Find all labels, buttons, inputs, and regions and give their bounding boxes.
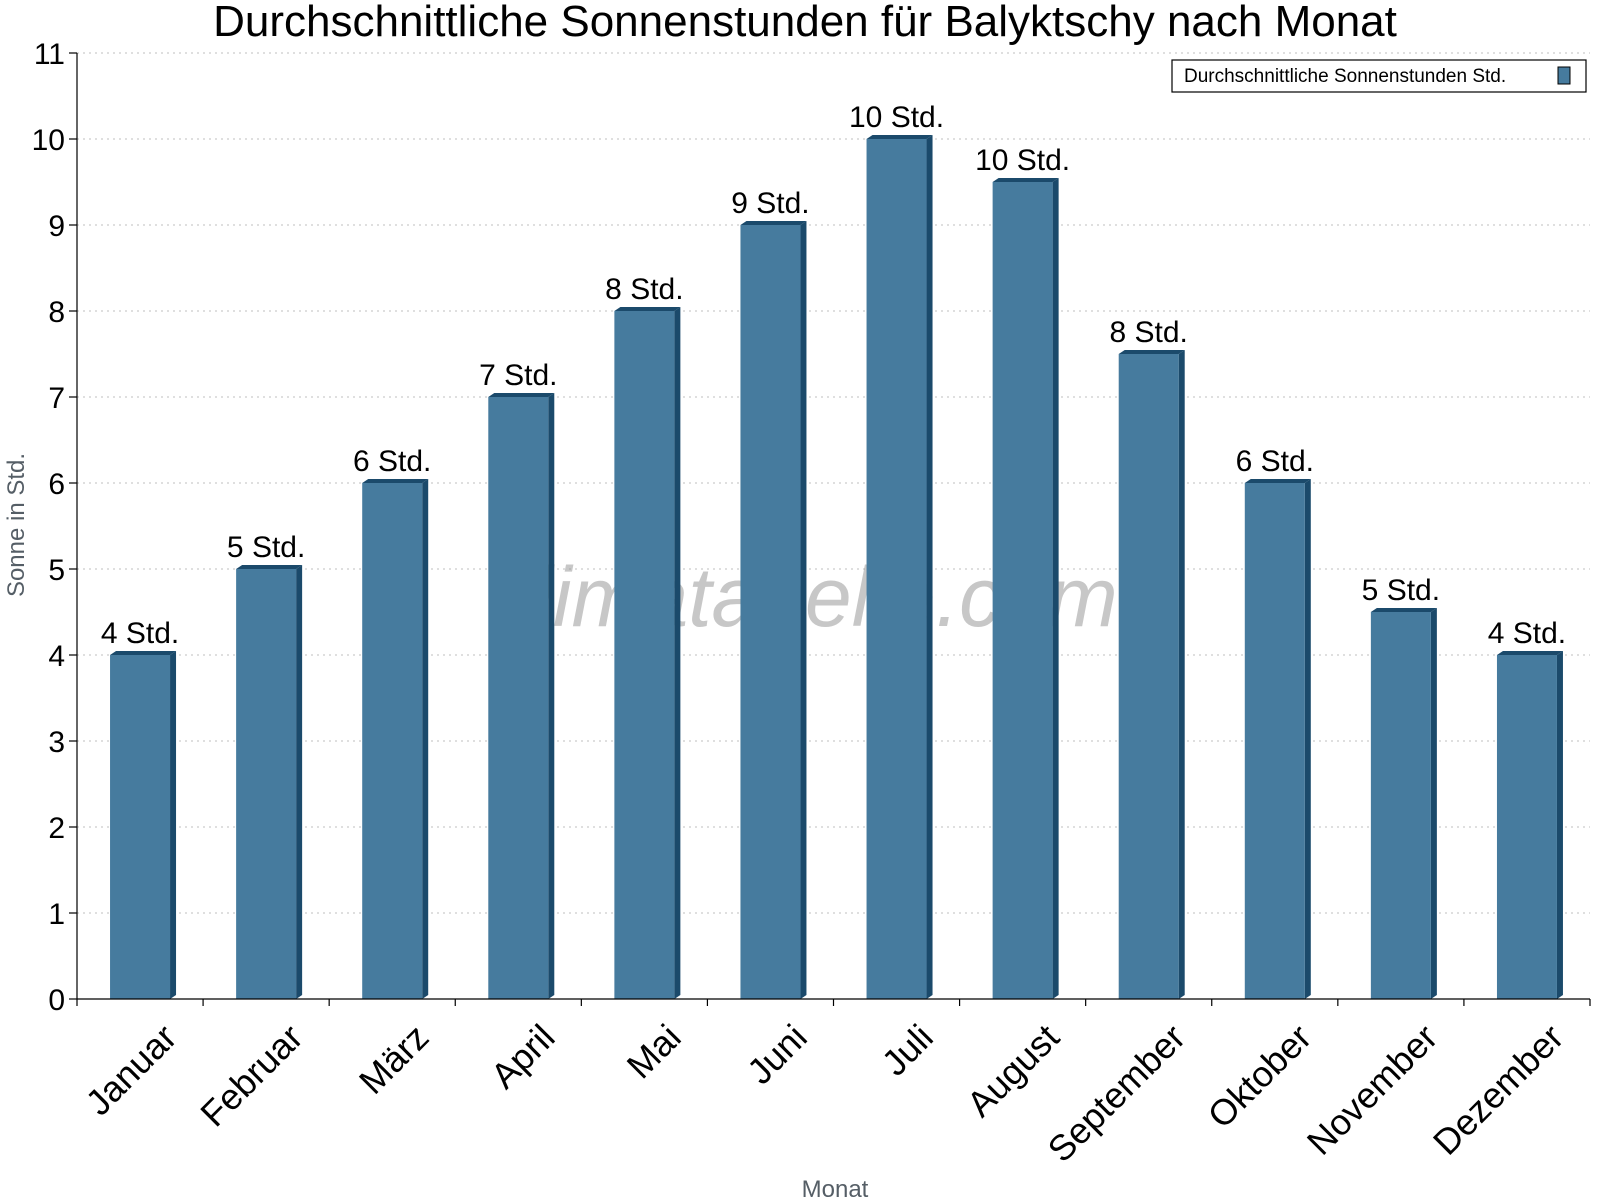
bar-top (488, 393, 555, 397)
bar (488, 397, 549, 999)
bar (362, 483, 423, 999)
bar-top (740, 221, 807, 225)
bar (1244, 483, 1305, 999)
x-tick-label: Januar (78, 1016, 185, 1123)
bar-top (1370, 608, 1437, 612)
bar-top (992, 178, 1059, 182)
legend-label: Durchschnittliche Sonnenstunden Std. (1184, 66, 1506, 87)
bar (866, 139, 927, 999)
bar-value-label: 9 Std. (731, 187, 809, 220)
bar-side (1304, 479, 1311, 999)
bar-value-label: 10 Std. (849, 101, 944, 134)
bar (236, 569, 297, 999)
y-tick-label: 4 (48, 640, 65, 673)
bar-group: 9 Std. (731, 187, 810, 999)
legend-box (1171, 59, 1587, 93)
y-tick-label: 1 (48, 898, 65, 931)
bar-side (674, 307, 681, 999)
bar-side (296, 565, 303, 999)
x-tick-label: Juli (874, 1016, 941, 1083)
bar (992, 182, 1053, 999)
x-tick-label: September (1040, 1016, 1194, 1170)
x-tick-label: Februar (192, 1016, 310, 1134)
bar-group: 6 Std. (1236, 445, 1314, 999)
y-tick-label: 10 (32, 124, 65, 157)
bar-value-label: 10 Std. (975, 144, 1070, 177)
x-tick-label: Juni (739, 1016, 815, 1092)
bar-value-label: 8 Std. (1110, 316, 1188, 349)
y-tick-label: 11 (34, 38, 65, 71)
bar-side (926, 135, 933, 999)
bar-group: 6 Std. (353, 445, 431, 999)
bar (1118, 354, 1179, 999)
bar-top (1496, 651, 1563, 655)
bar-group: 8 Std. (1110, 316, 1188, 999)
bar-value-label: 4 Std. (1488, 617, 1566, 650)
legend: Durchschnittliche Sonnenstunden Std. (1171, 59, 1587, 93)
y-tick-label: 2 (48, 812, 65, 845)
bar-value-label: 6 Std. (1236, 445, 1314, 478)
bar-side (1556, 651, 1563, 999)
bar-value-label: 5 Std. (1362, 574, 1440, 607)
bar-group: 5 Std. (1362, 574, 1440, 999)
bar (110, 655, 171, 999)
y-tick-label: 9 (48, 210, 65, 243)
bar-top (1118, 350, 1185, 354)
bar-side (548, 393, 555, 999)
bar-value-label: 5 Std. (227, 531, 305, 564)
bar-group: 10 Std. (975, 144, 1070, 999)
bar-group: 4 Std. (101, 617, 179, 999)
bars: 4 Std. 5 Std. 6 Std. 7 Std. 8 Std. 9 Std. 10 S… (101, 101, 1566, 999)
x-tick-label: Mai (619, 1016, 689, 1086)
y-tick-label: 3 (48, 726, 65, 759)
bar-top (362, 479, 429, 483)
bar-value-label: 8 Std. (605, 273, 683, 306)
bar-top (110, 651, 177, 655)
bar-value-label: 6 Std. (353, 445, 431, 478)
bar-top (614, 307, 681, 311)
bar-side (800, 221, 807, 999)
x-tick-label: Oktober (1200, 1016, 1320, 1136)
x-tick-label: Dezember (1425, 1016, 1571, 1162)
bar-group: 5 Std. (227, 531, 305, 999)
y-tick-label: 5 (48, 554, 65, 587)
bar-top (1244, 479, 1311, 483)
x-tick-label: März (351, 1016, 437, 1102)
bar-side (1430, 608, 1437, 999)
x-tick-label: April (483, 1016, 563, 1096)
y-tick-label: 0 (48, 984, 65, 1017)
y-tick-label: 6 (48, 468, 65, 501)
bar-top (866, 135, 933, 139)
y-tick-label: 7 (48, 382, 65, 415)
chart-title: Durchschnittliche Sonnenstunden für Baly… (213, 0, 1397, 46)
y-tick-label: 8 (48, 296, 65, 329)
bar-side (1178, 350, 1185, 999)
y-axis-title: Sonne in Std. (3, 453, 30, 597)
bar-value-label: 7 Std. (479, 359, 557, 392)
bar-group: 7 Std. (479, 359, 557, 999)
x-tick-label: November (1299, 1016, 1445, 1162)
bar (740, 225, 801, 999)
bar (614, 311, 675, 999)
bar-group: 4 Std. (1488, 617, 1566, 999)
legend-swatch (1557, 66, 1571, 85)
x-tick-label: August (959, 1016, 1067, 1124)
bar-side (170, 651, 177, 999)
x-axis-title: Monat (802, 1176, 869, 1200)
bar-side (1052, 178, 1059, 999)
gridlines (77, 52, 1590, 1000)
bar-side (422, 479, 429, 999)
bar-value-label: 4 Std. (101, 617, 179, 650)
bar-group: 8 Std. (605, 273, 684, 999)
bar-group: 10 Std. (849, 101, 944, 999)
bar (1370, 612, 1431, 999)
bar-top (236, 565, 303, 569)
bar (1496, 655, 1557, 999)
